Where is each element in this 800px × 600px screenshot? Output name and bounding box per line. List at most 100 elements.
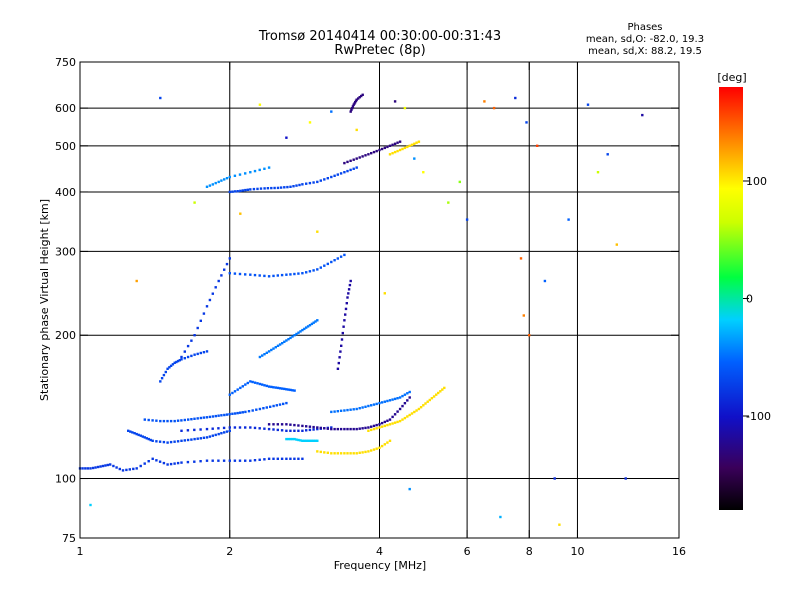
data-point xyxy=(360,94,363,98)
data-point xyxy=(225,413,229,416)
data-point xyxy=(370,152,373,155)
data-point xyxy=(211,459,214,462)
data-point xyxy=(183,350,186,353)
data-point xyxy=(94,466,97,469)
data-point xyxy=(303,327,306,331)
data-points xyxy=(78,93,644,526)
data-point xyxy=(278,387,282,390)
data-point xyxy=(370,449,373,452)
data-point xyxy=(233,272,237,275)
data-point xyxy=(333,410,336,413)
data-point xyxy=(293,457,296,460)
data-point xyxy=(345,302,348,305)
data-point xyxy=(261,354,264,357)
data-point xyxy=(305,439,308,442)
data-point xyxy=(139,464,142,468)
data-point xyxy=(343,319,346,322)
data-point xyxy=(253,381,257,384)
data-point xyxy=(333,259,336,262)
data-point xyxy=(492,106,496,110)
data-point xyxy=(249,380,252,383)
data-point xyxy=(168,366,171,369)
data-point xyxy=(244,172,247,175)
data-point xyxy=(346,160,349,164)
data-point xyxy=(228,429,231,432)
data-point xyxy=(253,169,257,173)
data-point xyxy=(214,286,217,289)
data-point xyxy=(316,427,319,431)
data-point xyxy=(354,101,357,104)
data-point xyxy=(396,141,399,144)
data-point xyxy=(393,142,397,145)
data-point xyxy=(316,268,319,271)
data-point xyxy=(276,186,280,190)
data-point xyxy=(295,332,298,336)
data-point xyxy=(211,415,215,418)
x-tick-label: 8 xyxy=(526,545,533,558)
data-point xyxy=(186,355,190,359)
data-point xyxy=(303,439,306,442)
data-point xyxy=(159,419,162,423)
data-point xyxy=(281,342,284,345)
data-point xyxy=(367,450,370,453)
data-point xyxy=(350,108,353,112)
data-point xyxy=(388,439,392,442)
data-point xyxy=(458,180,461,184)
data-point xyxy=(276,457,279,460)
data-point xyxy=(372,448,376,451)
data-point xyxy=(398,407,402,411)
data-point xyxy=(289,336,292,340)
data-point xyxy=(121,469,125,472)
data-point xyxy=(115,466,118,469)
data-point xyxy=(223,431,226,434)
data-point xyxy=(301,457,304,460)
data-point xyxy=(408,390,411,394)
data-point xyxy=(258,382,262,386)
phases-legend: Phases mean, sd,O: -82.0, 19.3 mean, sd,… xyxy=(586,22,704,57)
data-point xyxy=(430,397,434,400)
data-point xyxy=(558,523,561,526)
data-point xyxy=(143,418,146,421)
data-point xyxy=(249,188,252,191)
data-point xyxy=(349,159,352,162)
data-point xyxy=(406,415,409,418)
data-point xyxy=(278,403,282,406)
legend-title: Phases xyxy=(627,22,662,33)
data-point xyxy=(225,430,229,433)
data-point xyxy=(159,380,162,383)
data-point xyxy=(99,465,102,468)
data-point xyxy=(155,419,158,422)
data-point xyxy=(408,396,411,399)
data-point xyxy=(196,417,199,420)
data-point xyxy=(352,158,355,161)
data-point xyxy=(401,394,404,398)
data-point xyxy=(351,107,354,110)
data-point xyxy=(196,437,199,440)
data-point xyxy=(217,427,220,430)
data-point xyxy=(233,390,237,393)
data-point xyxy=(258,458,261,461)
data-point xyxy=(355,128,358,132)
data-point xyxy=(196,352,199,356)
data-point xyxy=(173,419,176,423)
data-point xyxy=(312,439,315,442)
data-point xyxy=(383,420,386,424)
y-tick-label: 750 xyxy=(55,56,76,69)
data-point xyxy=(256,382,259,385)
data-point xyxy=(388,399,392,402)
data-point xyxy=(222,426,226,430)
data-point xyxy=(81,467,84,470)
data-point xyxy=(176,461,180,465)
data-point xyxy=(208,184,212,187)
data-point xyxy=(297,429,300,432)
x-tick-label: 1 xyxy=(77,545,84,558)
data-point xyxy=(233,412,237,415)
data-point xyxy=(306,325,310,328)
data-point xyxy=(323,427,326,430)
data-point xyxy=(301,429,304,432)
data-point xyxy=(375,423,378,427)
data-point xyxy=(323,178,326,181)
data-point xyxy=(336,367,340,370)
data-point xyxy=(135,467,138,470)
data-point xyxy=(349,427,352,431)
